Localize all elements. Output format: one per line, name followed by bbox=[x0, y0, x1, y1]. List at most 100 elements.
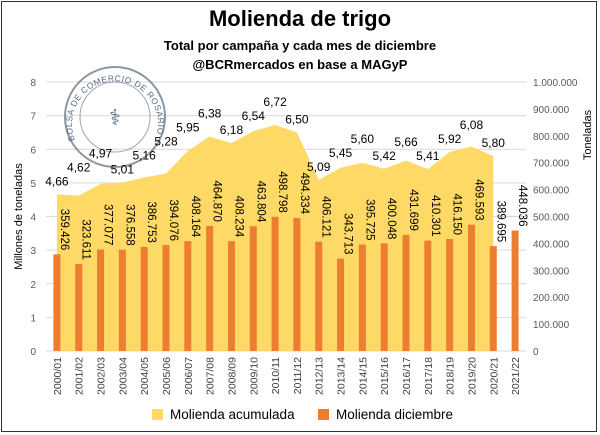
bar-molienda-diciembre bbox=[402, 234, 410, 351]
area-data-label: 5,60 bbox=[351, 132, 375, 146]
x-tick-label: 2014/15 bbox=[357, 357, 369, 395]
bar-molienda-diciembre bbox=[293, 218, 301, 351]
legend-label-acumulada: Molienda acumulada bbox=[170, 407, 295, 422]
bar-data-label: 377.077 bbox=[102, 204, 114, 246]
y-tick-label: 4 bbox=[30, 213, 36, 224]
watermark-logo bbox=[64, 66, 166, 168]
caduceus-icon: ⚕ bbox=[109, 105, 121, 130]
y2-tick-label: 300.000 bbox=[533, 266, 570, 277]
bar-data-label: 463.804 bbox=[254, 181, 266, 223]
y-tick-label: 5 bbox=[30, 179, 36, 190]
bar-data-label: 494.334 bbox=[298, 172, 310, 214]
bar-data-label: 359.426 bbox=[58, 209, 70, 251]
area-data-label: 5,09 bbox=[307, 160, 331, 174]
bar-data-label: 448.036 bbox=[516, 185, 528, 227]
y-tick-label: 7 bbox=[30, 112, 36, 123]
area-data-label: 5,92 bbox=[438, 132, 462, 146]
bar-molienda-diciembre bbox=[75, 263, 83, 351]
area-data-label: 4,97 bbox=[89, 146, 113, 160]
x-tick-label: 2018/19 bbox=[445, 357, 457, 395]
y-axis-title: Millones de toneladas bbox=[13, 163, 25, 270]
x-tick-label: 2000/01 bbox=[52, 357, 64, 395]
bar-molienda-diciembre bbox=[446, 239, 454, 351]
area-data-label: 5,01 bbox=[111, 163, 135, 177]
bar-molienda-diciembre bbox=[337, 258, 345, 351]
x-tick-label: 2004/05 bbox=[139, 357, 151, 395]
bar-molienda-diciembre bbox=[358, 244, 366, 351]
bar-data-label: 400.048 bbox=[385, 198, 397, 240]
y-tick-label: 3 bbox=[30, 246, 36, 257]
bar-data-label: 389.695 bbox=[494, 201, 506, 243]
bar-molienda-diciembre bbox=[206, 225, 214, 351]
bar-molienda-diciembre bbox=[249, 226, 257, 351]
x-tick-label: 2007/08 bbox=[205, 357, 217, 395]
bar-molienda-diciembre bbox=[380, 243, 388, 351]
area-data-label: 6,72 bbox=[263, 95, 287, 109]
bar-molienda-diciembre bbox=[97, 249, 105, 351]
y2-tick-label: 0 bbox=[533, 347, 539, 358]
chart-subtitle: Total por campaña y cada mes de diciembr… bbox=[163, 38, 437, 53]
x-tick-label: 2015/16 bbox=[379, 357, 391, 395]
bar-data-label: 343.713 bbox=[342, 213, 354, 255]
bar-molienda-diciembre bbox=[140, 246, 148, 351]
y2-tick-label: 200.000 bbox=[533, 293, 570, 304]
x-tick-label: 2013/14 bbox=[336, 357, 348, 395]
x-tick-label: 2020/21 bbox=[488, 357, 500, 395]
x-tick-label: 2008/09 bbox=[226, 357, 238, 395]
area-data-label: 6,18 bbox=[220, 123, 244, 137]
chart-title: Molienda de trigo bbox=[208, 6, 392, 31]
y2-tick-label: 400.000 bbox=[533, 239, 570, 250]
bar-molienda-diciembre bbox=[489, 246, 497, 351]
bar-molienda-diciembre bbox=[162, 244, 170, 351]
x-tick-label: 2016/17 bbox=[401, 357, 413, 395]
area-data-label: 5,66 bbox=[394, 135, 418, 149]
area-data-label: 5,80 bbox=[482, 136, 506, 150]
x-tick-label: 2002/03 bbox=[96, 357, 108, 395]
x-tick-label: 2019/20 bbox=[466, 357, 478, 395]
x-tick-label: 2017/18 bbox=[423, 357, 435, 395]
bar-molienda-diciembre bbox=[467, 224, 475, 351]
bar-data-label: 323.611 bbox=[80, 219, 92, 260]
area-data-label: 6,54 bbox=[242, 109, 266, 123]
bar-data-label: 498.798 bbox=[276, 171, 288, 213]
x-tick-label: 2012/13 bbox=[314, 357, 326, 395]
chart-subtitle-source: @BCRmercados en base a MAGyP bbox=[192, 57, 408, 72]
x-tick-label: 2003/04 bbox=[117, 357, 129, 395]
watermark-logo-inner bbox=[79, 81, 151, 153]
y2-tick-label: 500.000 bbox=[533, 213, 570, 224]
bar-data-label: 395.725 bbox=[363, 199, 375, 241]
area-data-label: 6,38 bbox=[198, 107, 222, 121]
x-tick-label: 2009/10 bbox=[248, 357, 260, 395]
bar-data-label: 394.076 bbox=[167, 199, 179, 241]
y-tick-label: 1 bbox=[30, 313, 36, 324]
bar-molienda-diciembre bbox=[271, 216, 279, 351]
area-data-label: 6,08 bbox=[460, 118, 484, 132]
bar-data-label: 406.121 bbox=[320, 196, 332, 238]
bar-data-label: 408.164 bbox=[189, 196, 201, 238]
area-data-label: 6,50 bbox=[285, 112, 309, 126]
bar-molienda-diciembre bbox=[511, 230, 519, 351]
bar-data-label: 386.753 bbox=[145, 201, 157, 243]
bar-data-label: 431.699 bbox=[407, 189, 419, 231]
x-tick-label: 2001/02 bbox=[74, 357, 86, 395]
area-data-label: 5,42 bbox=[373, 149, 397, 163]
area-data-label: 4,66 bbox=[45, 174, 69, 188]
y-tick-label: 8 bbox=[30, 78, 36, 89]
bar-molienda-diciembre bbox=[118, 249, 126, 351]
legend-swatch-acumulada bbox=[152, 409, 163, 420]
bar-data-label: 376.558 bbox=[123, 204, 135, 246]
x-tick-label: 2006/07 bbox=[183, 357, 195, 395]
y2-tick-label: 600.000 bbox=[533, 186, 570, 197]
legend-swatch-diciembre bbox=[318, 409, 329, 420]
legend-label-diciembre: Molienda diciembre bbox=[336, 407, 453, 422]
y2-axis-title: Toneladas bbox=[582, 109, 594, 160]
y2-tick-label: 800.000 bbox=[533, 132, 570, 143]
bar-molienda-diciembre bbox=[184, 241, 192, 351]
bar-data-label: 410.301 bbox=[429, 195, 441, 237]
x-tick-label: 2010/11 bbox=[270, 357, 282, 394]
area-data-label: 5,95 bbox=[176, 121, 200, 135]
y-tick-label: 6 bbox=[30, 145, 36, 156]
y2-tick-label: 1.000.000 bbox=[533, 78, 578, 89]
